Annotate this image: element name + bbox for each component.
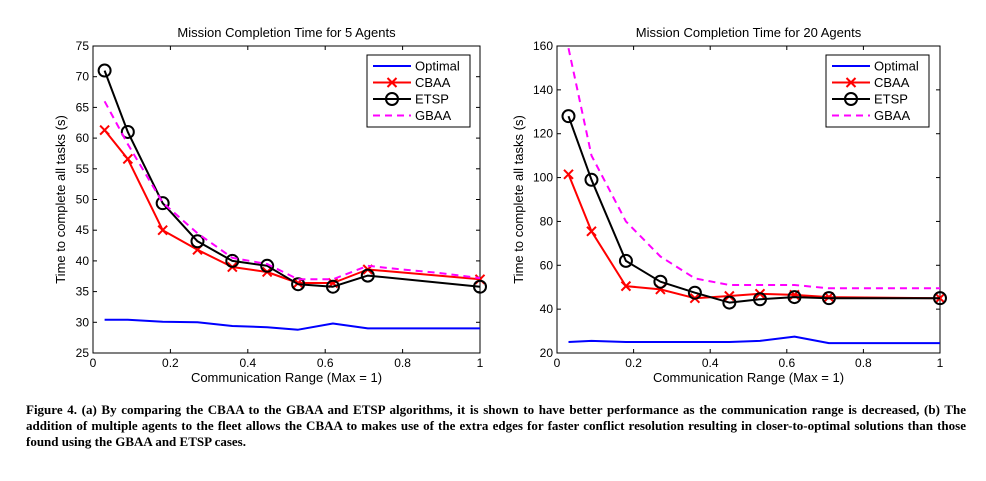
y-tick-label: 60 bbox=[76, 131, 90, 145]
y-tick-label: 40 bbox=[76, 254, 90, 268]
data-point bbox=[563, 169, 574, 180]
series-line bbox=[103, 100, 481, 281]
chart-title: Mission Completion Time for 5 Agents bbox=[177, 25, 396, 40]
legend-marker bbox=[385, 92, 399, 106]
series-gbaa bbox=[567, 47, 940, 290]
series-etsp bbox=[97, 63, 487, 294]
data-point bbox=[155, 196, 170, 211]
x-axis-label: Communication Range (Max = 1) bbox=[653, 370, 844, 385]
data-point bbox=[473, 279, 487, 294]
data-point bbox=[586, 226, 597, 237]
series-line bbox=[103, 129, 481, 284]
y-tick-label: 45 bbox=[76, 223, 90, 237]
data-point bbox=[190, 234, 205, 249]
series-optimal bbox=[568, 335, 940, 345]
series-etsp bbox=[561, 109, 947, 310]
legend-marker bbox=[844, 92, 858, 106]
y-tick-label: 35 bbox=[76, 285, 90, 299]
data-point bbox=[752, 292, 767, 307]
y-tick-label: 50 bbox=[76, 193, 90, 207]
data-point bbox=[291, 277, 306, 292]
data-point bbox=[120, 124, 135, 139]
legend-label: GBAA bbox=[874, 108, 910, 123]
legend-marker bbox=[386, 77, 398, 88]
data-point bbox=[99, 124, 110, 136]
data-point bbox=[687, 285, 702, 300]
x-tick-label: 1 bbox=[477, 356, 484, 370]
y-axis-label: Time to complete all tasks (s) bbox=[511, 115, 526, 284]
data-point bbox=[722, 295, 737, 310]
y-tick-label: 75 bbox=[76, 39, 90, 53]
data-point bbox=[97, 63, 112, 78]
legend-label: CBAA bbox=[874, 75, 910, 90]
y-tick-label: 25 bbox=[76, 346, 90, 360]
data-point bbox=[325, 279, 340, 294]
y-tick-label: 30 bbox=[76, 315, 90, 329]
x-tick-label: 1 bbox=[937, 356, 944, 370]
y-tick-label: 80 bbox=[540, 214, 554, 228]
y-tick-label: 20 bbox=[540, 346, 554, 360]
y-tick-label: 55 bbox=[76, 162, 90, 176]
legend-marker bbox=[845, 77, 857, 88]
y-tick-label: 40 bbox=[540, 302, 554, 316]
y-tick-label: 60 bbox=[540, 258, 554, 272]
series-line bbox=[568, 335, 940, 345]
y-tick-label: 100 bbox=[533, 171, 553, 185]
x-tick-label: 0 bbox=[90, 356, 97, 370]
legend-label: ETSP bbox=[874, 92, 908, 107]
series-gbaa bbox=[103, 100, 481, 281]
series-line bbox=[567, 47, 940, 290]
x-tick-label: 0.6 bbox=[778, 356, 795, 370]
y-axis-label: Time to complete all tasks (s) bbox=[53, 115, 68, 284]
x-axis-label: Communication Range (Max = 1) bbox=[191, 370, 382, 385]
data-point bbox=[618, 253, 633, 268]
data-point bbox=[653, 274, 668, 289]
chart-2: 0 0.2 0.4 0.6 0.8 120406080100120140160Missio… bbox=[511, 25, 947, 385]
y-tick-label: 140 bbox=[533, 83, 553, 97]
series-optimal bbox=[104, 318, 480, 331]
legend-label: ETSP bbox=[415, 92, 449, 107]
series-line bbox=[104, 318, 480, 331]
figure-caption: Figure 4. (a) By comparing the CBAA to t… bbox=[26, 402, 966, 449]
y-tick-label: 120 bbox=[533, 127, 553, 141]
x-tick-label: 0.8 bbox=[855, 356, 872, 370]
chart-title: Mission Completion Time for 20 Agents bbox=[636, 25, 862, 40]
x-tick-label: 0.6 bbox=[317, 356, 334, 370]
y-tick-label: 65 bbox=[76, 100, 90, 114]
chart-1: 0 0.2 0.4 0.6 0.8 1 25 30 35 40 45 50 55 60 65 70 75 Miss… bbox=[53, 25, 487, 385]
data-point bbox=[584, 172, 599, 187]
x-tick-label: 0.2 bbox=[625, 356, 642, 370]
data-point bbox=[225, 253, 240, 268]
series-line bbox=[567, 173, 941, 300]
legend-label: GBAA bbox=[415, 108, 451, 123]
legend-label: Optimal bbox=[874, 59, 919, 74]
data-point bbox=[360, 268, 375, 283]
series-line bbox=[567, 115, 940, 304]
x-tick-label: 0.2 bbox=[162, 356, 179, 370]
data-point bbox=[122, 153, 134, 165]
figure: 0 0.2 0.4 0.6 0.8 1 25 30 35 40 45 50 55 60 65 70 75 Miss… bbox=[53, 25, 947, 385]
x-tick-label: 0 bbox=[554, 356, 561, 370]
series-cbaa bbox=[563, 169, 946, 304]
x-tick-label: 0.8 bbox=[394, 356, 411, 370]
data-point bbox=[821, 291, 836, 306]
data-point bbox=[561, 109, 576, 124]
x-tick-label: 0.4 bbox=[239, 356, 256, 370]
series-line bbox=[103, 70, 481, 288]
legend-label: Optimal bbox=[415, 59, 460, 74]
legend-label: CBAA bbox=[415, 75, 451, 90]
data-point bbox=[260, 258, 275, 273]
y-tick-label: 70 bbox=[76, 70, 90, 84]
data-point bbox=[157, 224, 168, 236]
y-tick-label: 160 bbox=[533, 39, 553, 53]
legend-box bbox=[825, 54, 930, 128]
data-point bbox=[787, 290, 802, 305]
data-point bbox=[933, 291, 947, 306]
plot-area-frame bbox=[556, 45, 941, 354]
x-tick-label: 0.4 bbox=[702, 356, 719, 370]
data-point bbox=[620, 280, 632, 292]
